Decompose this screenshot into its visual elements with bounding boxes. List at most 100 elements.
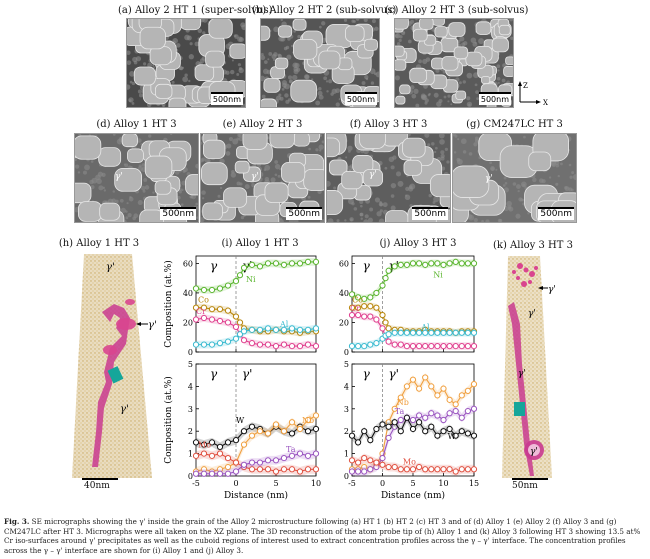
data-point-Cr <box>208 316 216 323</box>
series-label-Nb: Nb <box>397 398 409 407</box>
cr-isosurface-k <box>508 302 534 476</box>
caption-prefix: Fig. 3. <box>4 517 30 526</box>
ytick-label: 1 <box>188 450 193 459</box>
cr-isosurface-h <box>92 304 130 467</box>
data-point-Ni <box>373 289 380 297</box>
ytick-label: 20 <box>183 318 193 327</box>
data-point-Ta <box>428 410 435 417</box>
data-point-Ta <box>367 466 374 473</box>
data-point-Ni <box>280 261 288 268</box>
data-point-Ni <box>440 261 447 268</box>
data-point-W <box>367 437 374 444</box>
data-point-Nb <box>464 387 471 394</box>
gamma-prime-label-g: γ' <box>485 174 493 184</box>
data-point-Ni <box>409 260 417 267</box>
roi-cuboid-k <box>514 402 525 416</box>
data-point-W <box>428 423 435 430</box>
data-point-Al <box>248 326 256 333</box>
data-point-Mo <box>216 450 224 457</box>
data-point-Mo <box>403 466 411 473</box>
micrograph-g: γ' 500nm <box>452 133 577 223</box>
xtick-label: 0 <box>233 479 238 488</box>
data-point-Co <box>232 313 240 320</box>
data-point-Cr <box>192 316 200 323</box>
data-point-Al <box>236 331 244 338</box>
xtick-label: 10 <box>311 479 321 488</box>
data-point-Ta <box>312 450 320 457</box>
data-point-Ni <box>240 264 248 271</box>
gamma-prime-bottom-k: γ' <box>530 447 538 457</box>
data-point-Al <box>288 325 296 332</box>
data-point-Mo <box>224 454 232 462</box>
data-point-Ni <box>232 278 240 285</box>
phase-label-gamma: γ <box>363 367 371 381</box>
data-point-Mo <box>296 468 304 475</box>
data-point-Al <box>373 340 380 347</box>
panel-h-label: (h) Alloy 1 HT 3 <box>58 238 140 249</box>
data-point-W <box>192 439 200 446</box>
data-point-W <box>312 425 320 433</box>
data-point-Mo <box>416 463 423 471</box>
data-point-Cr <box>348 311 356 319</box>
data-point-Ta <box>409 416 417 424</box>
data-point-Co <box>216 306 224 313</box>
data-point-Ni <box>348 291 356 298</box>
data-point-Co <box>355 304 362 311</box>
data-point-Cr <box>391 341 398 348</box>
data-point-Al <box>464 329 471 336</box>
data-point-Ta <box>208 470 216 477</box>
series-label-Al: Al <box>279 320 289 329</box>
data-point-W <box>240 428 248 435</box>
data-point-Nb <box>304 416 312 424</box>
phase-label-gamma-prime: γ' <box>242 367 252 381</box>
data-point-Ta <box>232 468 240 475</box>
data-point-W <box>409 425 417 433</box>
data-point-Cr <box>403 342 411 350</box>
series-label-Ni: Ni <box>433 270 443 279</box>
ytick-label: 40 <box>183 289 193 298</box>
data-point-Nb <box>391 405 398 412</box>
data-point-Cr <box>296 342 304 350</box>
data-point-Ni <box>464 260 471 267</box>
data-point-Ni <box>312 258 320 266</box>
data-point-Ta <box>361 468 368 475</box>
data-point-Ni <box>208 286 216 294</box>
data-point-Al <box>391 329 398 336</box>
series-label-Cr: Cr <box>350 304 360 313</box>
data-point-Co <box>348 304 356 311</box>
data-point-Ta <box>470 405 478 412</box>
data-point-Cr <box>312 342 320 350</box>
data-point-Ni <box>236 272 244 279</box>
data-point-Ni <box>379 282 386 289</box>
ytick-label: 20 <box>339 318 349 327</box>
data-point-Mo <box>355 459 362 466</box>
data-point-W <box>452 432 459 439</box>
gamma-prime-mid-k: γ' <box>518 369 526 379</box>
data-point-Ni <box>422 261 429 268</box>
data-point-W <box>391 419 398 426</box>
phase-label-gamma-prime: γ' <box>242 259 252 273</box>
scale-bar-d: 500nm <box>160 207 196 220</box>
data-point-Cr <box>373 316 380 323</box>
data-point-Mo <box>312 466 320 473</box>
data-point-Al <box>416 329 423 336</box>
data-point-Al <box>397 329 404 336</box>
data-point-Ta <box>348 468 356 475</box>
scale-bar-k-line <box>512 478 548 480</box>
xtick-label: 5 <box>273 479 278 488</box>
data-point-Cr <box>397 341 404 348</box>
micrograph-e: γ' 500nm <box>200 133 325 223</box>
figure-caption: Fig. 3. SE micrographs showing the γ' in… <box>4 517 646 555</box>
data-point-Al <box>192 341 200 348</box>
series-line-W <box>195 426 317 448</box>
data-point-Cr <box>385 338 392 345</box>
series-label-Ni: Ni <box>246 275 256 284</box>
series-label-W: W <box>448 432 457 441</box>
data-point-Ni <box>248 261 256 268</box>
data-point-W <box>224 439 232 446</box>
data-point-Mo <box>422 466 429 473</box>
data-point-W <box>434 432 441 439</box>
data-point-Ni <box>361 295 368 302</box>
phase-label-gamma-prime: γ' <box>389 367 399 381</box>
